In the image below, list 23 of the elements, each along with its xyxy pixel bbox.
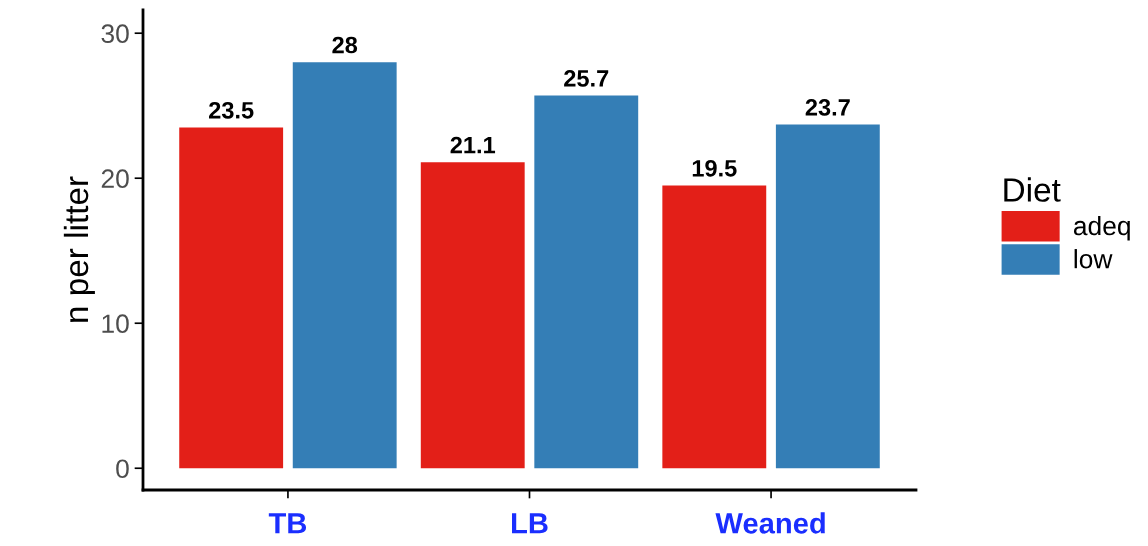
y-tick-label: 20 <box>101 169 129 189</box>
bar <box>292 62 397 469</box>
data-label: 23.5 <box>209 101 254 119</box>
data-label: 28 <box>332 36 358 54</box>
bar <box>775 124 880 469</box>
data-label: 19.5 <box>692 159 737 177</box>
legend-title: Diet <box>1004 177 1061 202</box>
data-label: 21.1 <box>450 136 496 154</box>
bar <box>420 162 525 469</box>
y-tick-label: 30 <box>101 24 129 44</box>
y-axis-title: n per litter <box>63 176 95 322</box>
x-tick-label: Weaned <box>715 512 825 534</box>
y-tick-label: 10 <box>102 314 129 334</box>
data-label: 25.7 <box>564 70 609 87</box>
legend-label: adeq <box>1073 215 1130 241</box>
bar <box>179 127 284 469</box>
bar <box>662 185 767 469</box>
x-tick-label: TB <box>268 513 307 534</box>
legend-label: low <box>1074 249 1113 269</box>
data-label: 23.7 <box>805 99 850 116</box>
x-tick-label: LB <box>512 513 548 534</box>
bar <box>534 95 639 469</box>
y-tick-label: 0 <box>116 459 129 479</box>
